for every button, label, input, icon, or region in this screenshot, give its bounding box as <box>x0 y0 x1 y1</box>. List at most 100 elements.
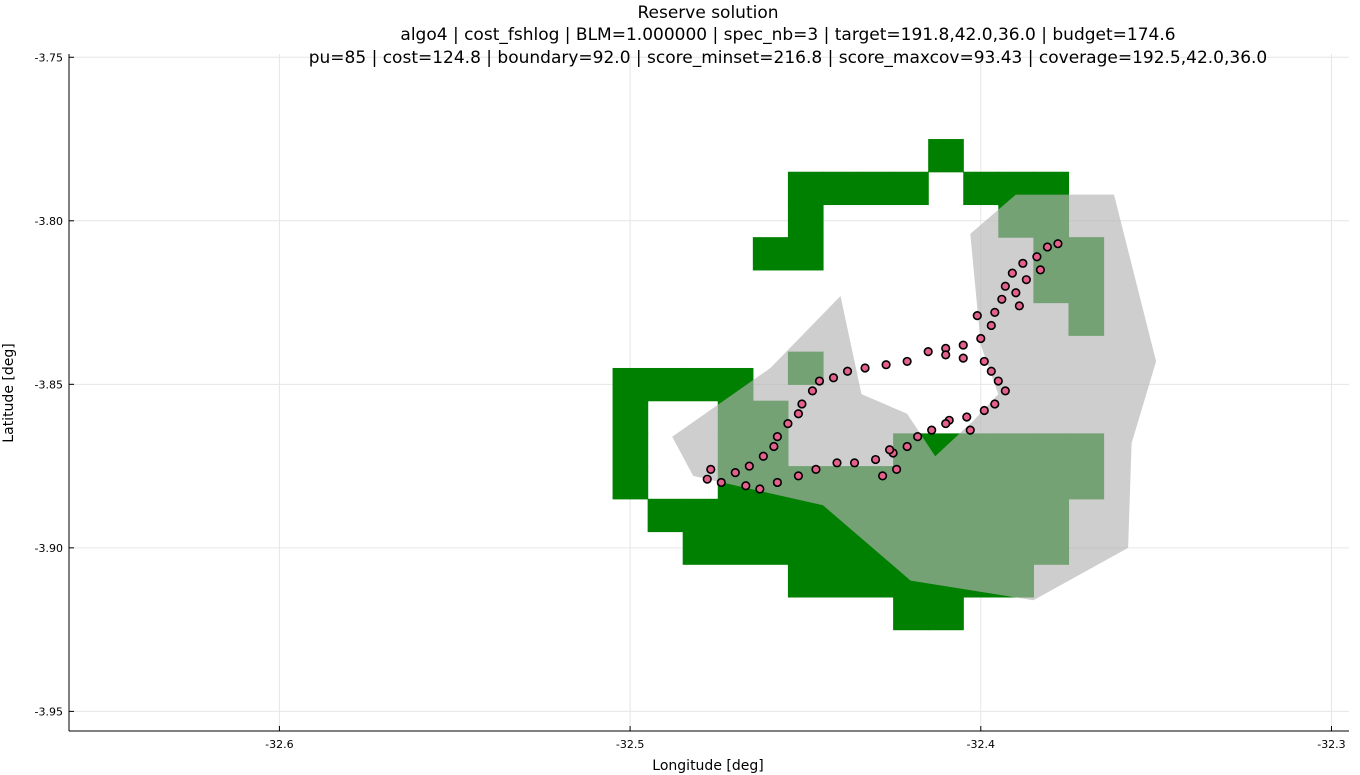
occurrence-point <box>979 405 989 416</box>
occurrence-point <box>842 366 853 376</box>
reserve-cell <box>787 171 824 206</box>
tick-labels: -32.6 -32.5 -32.4 -32.3 -3.75 -3.80 -3.85 -3.90… <box>35 51 1346 751</box>
occurrence-point <box>902 441 912 452</box>
occurrence-point <box>1032 252 1042 262</box>
occurrence-point <box>828 373 839 383</box>
occurrence-point <box>769 441 779 452</box>
occurrence-point <box>1007 268 1017 278</box>
reserve-cell <box>928 596 964 631</box>
occurrence-point <box>758 451 768 461</box>
chart-subtitle-line-2: pu=85 | cost=124.8 | boundary=92.0 | sco… <box>309 48 1268 68</box>
reserve-cell <box>787 237 824 271</box>
occurrence-point <box>706 464 716 474</box>
occurrence-point <box>870 454 881 465</box>
occurrence-point <box>976 333 986 344</box>
occurrence-point <box>860 363 870 373</box>
occurrence-point <box>814 376 825 386</box>
occurrence-point <box>797 399 807 409</box>
occurrence-point <box>962 412 972 422</box>
occurrence-point <box>965 425 975 435</box>
occurrence-point <box>793 409 804 419</box>
occurrence-point <box>849 458 860 468</box>
occurrence-point <box>1018 258 1028 268</box>
y-tick-label: -3.75 <box>35 51 63 64</box>
occurrence-point <box>913 432 923 442</box>
reserve-cell <box>682 367 719 402</box>
occurrence-point <box>793 471 804 481</box>
occurrence-point <box>941 350 951 360</box>
reserve-cell <box>752 531 789 565</box>
x-tick-label: -32.5 <box>616 738 644 751</box>
occurrence-point <box>772 477 782 488</box>
reserve-cell <box>822 171 859 206</box>
occurrence-point <box>1042 242 1053 252</box>
y-tick-label: -3.90 <box>35 542 63 555</box>
occurrence-point <box>979 356 989 367</box>
occurrence-point <box>958 340 968 350</box>
reserve-cell <box>787 564 824 598</box>
occurrence-point <box>892 464 902 474</box>
planning-region <box>672 194 1157 601</box>
occurrence-point <box>730 468 740 478</box>
occurrence-point <box>885 445 895 455</box>
occurrence-point <box>877 471 888 481</box>
reserve-cell <box>717 531 754 565</box>
occurrence-point <box>755 484 765 494</box>
occurrence-point <box>811 464 821 474</box>
occurrence-points <box>702 239 1063 494</box>
reserve-cell <box>612 433 649 467</box>
occurrence-point <box>741 481 751 491</box>
reserve-cell <box>893 171 929 206</box>
occurrence-point <box>807 386 818 396</box>
occurrence-point <box>1021 275 1031 285</box>
occurrence-point <box>744 461 754 471</box>
x-tick-label: -32.4 <box>967 738 995 751</box>
occurrence-point <box>1000 281 1010 291</box>
x-tick-label: -32.3 <box>1317 738 1345 751</box>
reserve-cell <box>858 564 894 598</box>
occurrence-point <box>997 294 1007 304</box>
reserve-cell <box>612 466 649 500</box>
reserve-cell <box>787 531 824 565</box>
y-axis-label: Latitude [deg] <box>1 343 17 442</box>
axes <box>68 54 1349 732</box>
chart-title: Reserve solution <box>637 3 778 23</box>
occurrence-point <box>783 418 793 429</box>
reserve-cell <box>858 171 894 206</box>
occurrence-point <box>832 458 842 468</box>
occurrence-point <box>986 366 996 376</box>
reserve-cell <box>822 564 859 598</box>
occurrence-point <box>1011 288 1021 298</box>
occurrence-point <box>972 311 982 321</box>
y-tick-label: -3.85 <box>35 378 63 391</box>
occurrence-point <box>1035 265 1045 275</box>
occurrence-point <box>986 320 996 331</box>
reserve-cell <box>647 367 684 402</box>
y-tick-label: -3.80 <box>35 215 63 228</box>
occurrence-point <box>1000 386 1010 396</box>
reserve-cell <box>928 139 964 173</box>
chart-subtitle-line-1: algo4 | cost_fshlog | BLM=1.000000 | spe… <box>400 25 1175 45</box>
reserve-cell <box>893 596 929 631</box>
x-axis-label: Longitude [deg] <box>652 758 763 774</box>
reserve-cell <box>963 171 999 206</box>
occurrence-point <box>1053 239 1063 249</box>
reserve-cell <box>647 498 684 533</box>
occurrence-point <box>990 307 1000 317</box>
occurrence-point <box>990 399 1000 409</box>
x-tick-label: -32.6 <box>265 738 293 751</box>
occurrence-point <box>881 360 891 370</box>
reserve-cell <box>612 367 649 402</box>
reserve-cell <box>612 400 649 434</box>
reserve-cell <box>822 531 859 565</box>
occurrence-point <box>702 474 712 484</box>
reserve-cell <box>787 498 824 533</box>
reserve-cell <box>717 498 754 533</box>
reserve-cell <box>787 204 824 238</box>
occurrence-point <box>958 353 968 363</box>
y-tick-label: -3.95 <box>35 705 63 718</box>
reserve-cell <box>752 498 789 533</box>
occurrence-point <box>923 347 933 357</box>
